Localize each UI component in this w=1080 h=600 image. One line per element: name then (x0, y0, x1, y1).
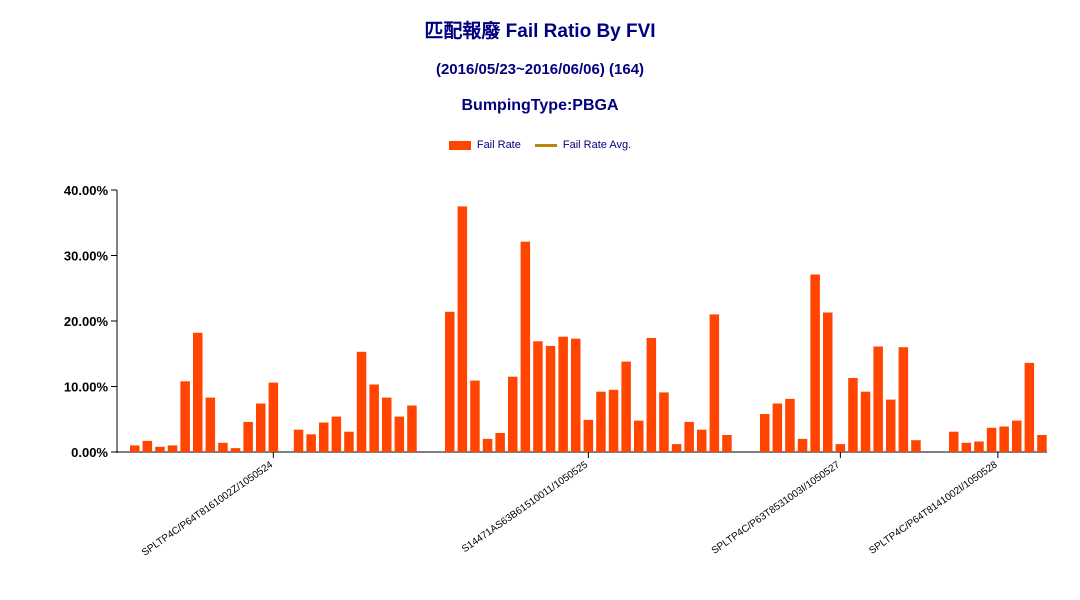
bar (1012, 420, 1022, 452)
bar (911, 440, 921, 452)
bar (445, 311, 455, 452)
bar (369, 384, 379, 452)
bar (634, 420, 644, 452)
bar (293, 429, 304, 452)
bar (205, 397, 216, 452)
bar (482, 438, 493, 452)
bar (344, 431, 354, 452)
bar (697, 429, 707, 452)
bar (520, 241, 531, 452)
bar (571, 338, 581, 452)
bar (898, 347, 909, 452)
bar (545, 345, 556, 452)
bar (797, 438, 808, 452)
bar (193, 332, 203, 452)
bar (999, 426, 1009, 452)
bar (835, 444, 846, 452)
bar (1037, 435, 1047, 452)
y-tick-label: 40.00% (64, 183, 109, 198)
bar (886, 399, 896, 452)
bar (596, 391, 606, 452)
x-tick-label: SPLTP4C/P64T8161002Z/1050524 (140, 459, 275, 558)
bar (659, 392, 669, 452)
bar (331, 416, 342, 452)
y-tick-label: 30.00% (64, 249, 109, 264)
bar (407, 405, 417, 452)
bar (533, 341, 543, 452)
bar (508, 376, 518, 452)
bar (558, 336, 568, 452)
bar (949, 431, 959, 452)
bar (243, 421, 253, 452)
legend-item-fail-rate[interactable]: Fail Rate (448, 139, 521, 151)
bar (470, 380, 480, 452)
bar (621, 361, 631, 452)
bar (130, 445, 140, 452)
chart-title: 匹配報廢 Fail Ratio By FVI (424, 21, 656, 42)
bar (986, 427, 997, 452)
bar (394, 416, 405, 452)
bar (709, 314, 720, 452)
bar (1024, 362, 1035, 452)
chart-legend: Fail Rate Fail Rate Avg. (0, 139, 1080, 151)
bar (823, 312, 833, 452)
legend-swatch-fail-rate-avg (534, 143, 557, 147)
legend-swatch-fail-rate (448, 140, 471, 150)
x-tick-label: SPLTP4C/P64T8141002I/1050528 (867, 459, 1000, 556)
bar (785, 398, 795, 452)
bar (961, 442, 972, 452)
bar (268, 382, 279, 452)
legend-label-fail-rate-avg: Fail Rate Avg. (562, 139, 632, 151)
chart-subtitle-bumping-type: BumpingType:PBGA (461, 97, 619, 114)
bar (722, 435, 732, 452)
bar (155, 446, 165, 452)
legend-label-fail-rate: Fail Rate (476, 139, 521, 151)
bar (142, 440, 153, 452)
y-tick-label: 0.00% (71, 445, 108, 460)
bar (495, 433, 505, 452)
bar (646, 338, 657, 452)
bar (684, 421, 694, 452)
legend-item-fail-rate-avg[interactable]: Fail Rate Avg. (534, 139, 632, 151)
y-tick-label: 10.00% (64, 380, 109, 395)
bar (873, 346, 883, 452)
bar (810, 274, 820, 452)
bar (356, 351, 367, 452)
y-tick-label: 20.00% (64, 314, 109, 329)
bar (760, 414, 770, 452)
bar (230, 448, 241, 452)
bar (772, 403, 783, 452)
bar (319, 422, 329, 452)
bar (167, 445, 178, 452)
bar (671, 444, 682, 452)
bar (860, 391, 871, 452)
bar (180, 381, 190, 452)
bar (306, 434, 316, 452)
chart-subtitle-date-range: (2016/05/23~2016/06/06) (164) (435, 61, 645, 78)
x-tick-label: S14471AS63B61510011/1050525 (460, 459, 590, 555)
bar (457, 206, 468, 452)
x-tick-label: SPLTP4C/P63T8531003I/1050527 (710, 459, 843, 556)
bar (974, 441, 984, 452)
bar (218, 442, 228, 452)
bar (256, 403, 266, 452)
bar (848, 378, 858, 452)
bar (608, 389, 619, 452)
bar (382, 397, 392, 452)
bar (583, 419, 594, 452)
